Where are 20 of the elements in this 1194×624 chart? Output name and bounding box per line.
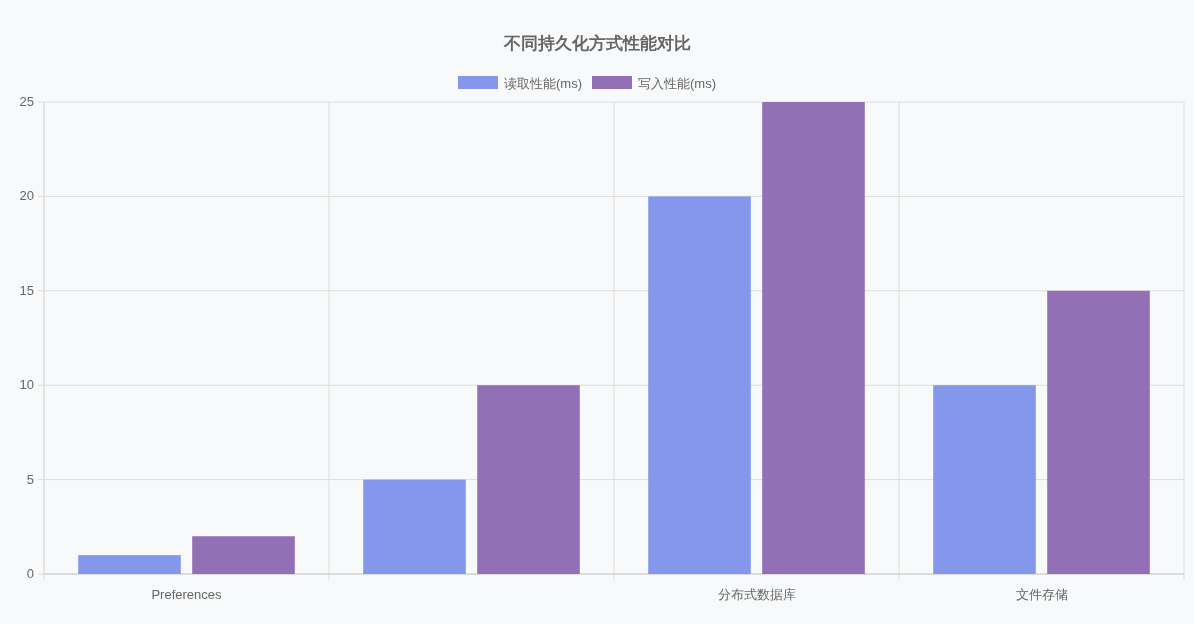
bar <box>78 555 181 574</box>
bar <box>933 385 1036 574</box>
bar <box>477 385 580 574</box>
x-tick-label: Preferences <box>151 587 223 602</box>
x-tick-label: 文件存储 <box>1015 587 1068 602</box>
bar <box>762 102 865 574</box>
bar <box>192 536 295 574</box>
bar <box>1047 290 1150 574</box>
x-tick-label: 分布式数据库 <box>717 587 796 602</box>
y-tick-label: 20 <box>19 188 34 204</box>
y-tick-label: 15 <box>19 282 34 298</box>
bar <box>648 196 751 574</box>
y-tick-label: 10 <box>19 377 34 393</box>
y-tick-label: 5 <box>26 471 34 487</box>
y-tick-label: 25 <box>19 94 34 109</box>
y-tick-label: 0 <box>26 566 34 581</box>
legend-label: 写入性能(ms) <box>638 76 716 91</box>
legend-label: 读取性能(ms) <box>504 76 582 91</box>
chart-title: 不同持久化方式性能对比 <box>502 34 691 53</box>
bar <box>363 479 466 574</box>
